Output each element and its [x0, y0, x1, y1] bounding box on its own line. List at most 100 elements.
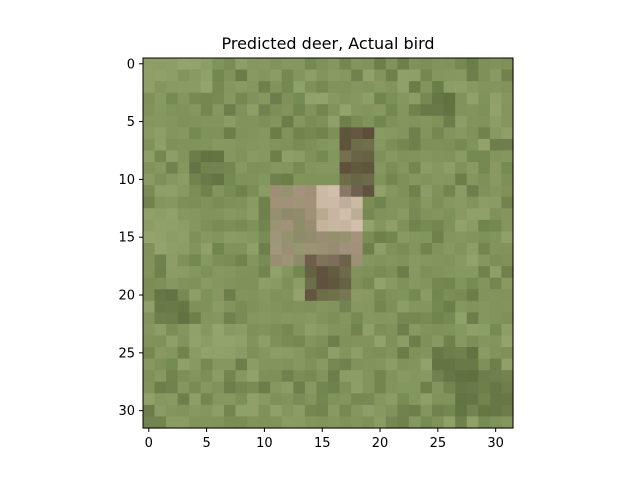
image-pixel [443, 335, 456, 348]
image-pixel [212, 277, 225, 290]
image-pixel [166, 370, 179, 383]
image-pixel [258, 196, 271, 209]
image-pixel [385, 266, 398, 279]
image-pixel [362, 162, 375, 175]
image-pixel [408, 243, 422, 256]
image-pixel [351, 104, 364, 117]
image-pixel [408, 196, 422, 209]
image-pixel [397, 162, 410, 175]
image-pixel [374, 404, 387, 418]
image-pixel [293, 393, 306, 406]
image-pixel [166, 173, 179, 186]
image-pixel [189, 104, 202, 117]
image-pixel [304, 393, 318, 406]
image-pixel [501, 323, 514, 337]
image-pixel [397, 185, 410, 198]
image-pixel [455, 277, 468, 290]
image-pixel [223, 58, 237, 71]
image-pixel [223, 254, 237, 267]
image-pixel [432, 381, 445, 394]
image-pixel [443, 358, 456, 371]
image-pixel [143, 277, 156, 290]
image-pixel [154, 393, 167, 406]
x-axis-ticks: 0 5 10 15 20 25 30 [145, 428, 504, 451]
image-pixel [339, 92, 352, 105]
image-pixel [270, 347, 283, 360]
image-pixel [235, 208, 248, 221]
image-pixel [420, 150, 433, 163]
image-pixel [247, 115, 260, 128]
image-pixel [489, 196, 503, 209]
image-pixel [466, 150, 479, 163]
image-pixel [501, 58, 514, 71]
image-pixel [304, 58, 318, 71]
image-pixel [247, 81, 260, 94]
image-pixel [212, 347, 225, 360]
image-pixel [189, 219, 202, 233]
image-pixel [200, 312, 213, 325]
image-pixel [466, 69, 479, 82]
image-pixel [397, 231, 410, 244]
image-pixel [166, 104, 179, 117]
image-pixel [177, 127, 190, 140]
image-pixel [258, 162, 271, 175]
image-pixel [385, 81, 398, 94]
image-pixel [489, 416, 503, 429]
image-pixel [339, 81, 352, 94]
image-pixel [235, 173, 248, 186]
image-pixel [385, 347, 398, 360]
image-pixel [258, 381, 271, 394]
image-pixel [212, 81, 225, 94]
image-pixel [293, 266, 306, 279]
image-pixel [143, 381, 156, 394]
image-pixel [385, 208, 398, 221]
image-pixel [154, 254, 167, 267]
image-pixel [154, 243, 167, 256]
image-pixel [501, 243, 514, 256]
image-pixel [143, 358, 156, 371]
image-pixel [489, 289, 503, 302]
image-pixel [316, 92, 329, 105]
image-pixel [270, 254, 283, 267]
image-pixel [316, 231, 329, 244]
image-pixel [143, 69, 156, 82]
image-pixel [455, 185, 468, 198]
image-pixel [443, 208, 456, 221]
image-pixel [385, 312, 398, 325]
image-pixel [270, 58, 283, 71]
image-pixel [408, 162, 422, 175]
image-pixel [143, 312, 156, 325]
image-pixel [397, 208, 410, 221]
image-pixel [166, 219, 179, 233]
image-pixel [339, 138, 352, 152]
image-pixel [478, 58, 491, 71]
image-pixel [455, 162, 468, 175]
image-pixel [154, 219, 167, 233]
image-pixel [501, 196, 514, 209]
image-pixel [362, 58, 375, 71]
image-pixel [397, 92, 410, 105]
image-pixel [200, 289, 213, 302]
image-pixel [223, 162, 237, 175]
image-pixel [420, 162, 433, 175]
image-pixel [339, 231, 352, 244]
image-pixel [281, 289, 294, 302]
image-pixel [385, 323, 398, 337]
image-pixel [200, 115, 213, 128]
image-pixel [235, 127, 248, 140]
image-pixel [351, 173, 364, 186]
image-pixel [501, 92, 514, 105]
image-pixel [397, 115, 410, 128]
image-pixel [397, 69, 410, 82]
image-pixel [189, 81, 202, 94]
image-pixel [166, 289, 179, 302]
image-pixel [455, 243, 468, 256]
image-pixel [489, 92, 503, 105]
image-pixel [247, 277, 260, 290]
image-pixel [408, 92, 422, 105]
image-pixel [223, 150, 237, 163]
image-pixel [478, 92, 491, 105]
image-pixel [501, 312, 514, 325]
image-pixel [420, 115, 433, 128]
image-pixel [293, 300, 306, 313]
